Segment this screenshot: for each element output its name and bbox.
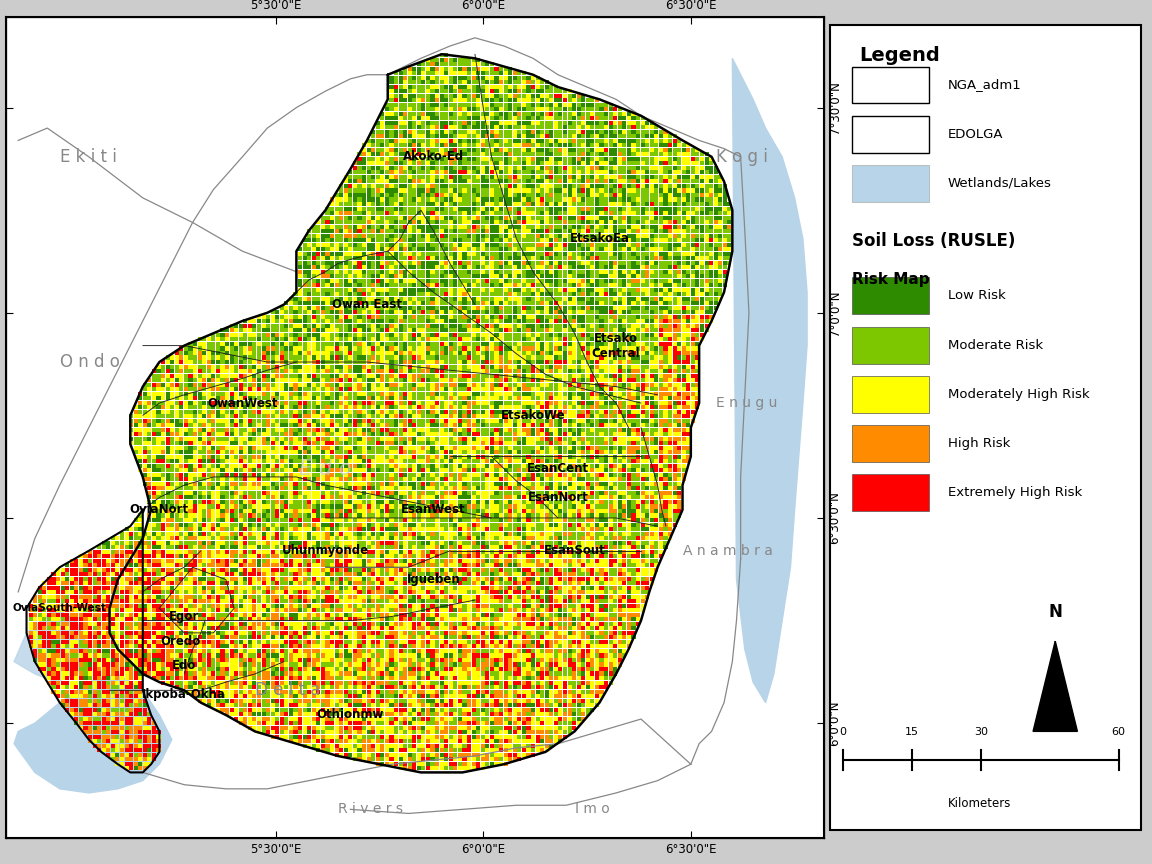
Text: EtsakoWe: EtsakoWe	[501, 409, 566, 422]
Text: D e l t a: D e l t a	[255, 682, 320, 699]
Text: EsanNort: EsanNort	[528, 491, 589, 504]
Text: K o g i: K o g i	[715, 148, 767, 166]
Bar	[852, 474, 929, 511]
Polygon shape	[14, 608, 89, 683]
Text: Ikpoba-Okha: Ikpoba-Okha	[143, 688, 226, 701]
Text: OwanWest: OwanWest	[207, 397, 278, 410]
Text: 60: 60	[1112, 727, 1126, 737]
Text: Akoko-Ed: Akoko-Ed	[403, 150, 464, 163]
Text: Igueben: Igueben	[407, 573, 461, 586]
Text: Moderately High Risk: Moderately High Risk	[947, 388, 1089, 401]
Text: Etsako
Central: Etsako Central	[592, 332, 641, 359]
Text: Edo: Edo	[172, 659, 197, 672]
Text: EDOLGA: EDOLGA	[947, 128, 1003, 141]
Text: 30: 30	[973, 727, 987, 737]
Text: Extremely High Risk: Extremely High Risk	[947, 486, 1082, 499]
Text: A n a m b r a: A n a m b r a	[682, 543, 772, 558]
Bar	[852, 165, 929, 202]
Text: OviaSouth-West: OviaSouth-West	[13, 603, 107, 613]
Text: Uhunmyonde: Uhunmyonde	[282, 544, 369, 557]
Text: OviaNort: OviaNort	[130, 503, 189, 517]
Text: Low Risk: Low Risk	[947, 289, 1006, 302]
Bar	[852, 327, 929, 364]
Text: 0: 0	[840, 727, 847, 737]
Text: Soil Loss (RUSLE): Soil Loss (RUSLE)	[852, 232, 1016, 251]
Text: Egor: Egor	[169, 610, 199, 623]
Text: Wetlands/Lakes: Wetlands/Lakes	[947, 177, 1052, 190]
Polygon shape	[1033, 641, 1055, 731]
Text: N: N	[1048, 602, 1062, 620]
Text: High Risk: High Risk	[947, 437, 1010, 450]
Text: Owan East: Owan East	[332, 298, 402, 311]
Bar	[852, 376, 929, 413]
Text: E k i t i: E k i t i	[60, 148, 116, 166]
Text: Kilometers: Kilometers	[947, 797, 1011, 810]
Bar	[852, 116, 929, 153]
Text: EtsakoEa: EtsakoEa	[569, 232, 629, 245]
Text: I m o: I m o	[575, 803, 609, 816]
Text: E d o: E d o	[300, 459, 351, 479]
Text: EsanWest: EsanWest	[401, 503, 465, 517]
Text: NGA_adm1: NGA_adm1	[947, 79, 1022, 92]
Text: Oredo: Oredo	[160, 634, 200, 648]
Text: EsanSout: EsanSout	[544, 544, 606, 557]
Text: EsanCent: EsanCent	[526, 462, 589, 475]
Text: 15: 15	[904, 727, 919, 737]
Text: Risk Map: Risk Map	[852, 272, 930, 287]
Text: Moderate Risk: Moderate Risk	[947, 339, 1043, 352]
Polygon shape	[1055, 641, 1077, 731]
Text: O n d o: O n d o	[60, 353, 120, 371]
Text: Othionmw: Othionmw	[317, 708, 384, 721]
Polygon shape	[733, 58, 808, 702]
Bar	[852, 277, 929, 314]
FancyBboxPatch shape	[831, 25, 1140, 829]
Bar	[852, 425, 929, 462]
Bar	[852, 67, 929, 104]
Text: R i v e r s: R i v e r s	[338, 803, 403, 816]
Text: Legend: Legend	[858, 46, 940, 65]
Polygon shape	[14, 674, 172, 793]
Text: E n u g u: E n u g u	[715, 396, 778, 410]
